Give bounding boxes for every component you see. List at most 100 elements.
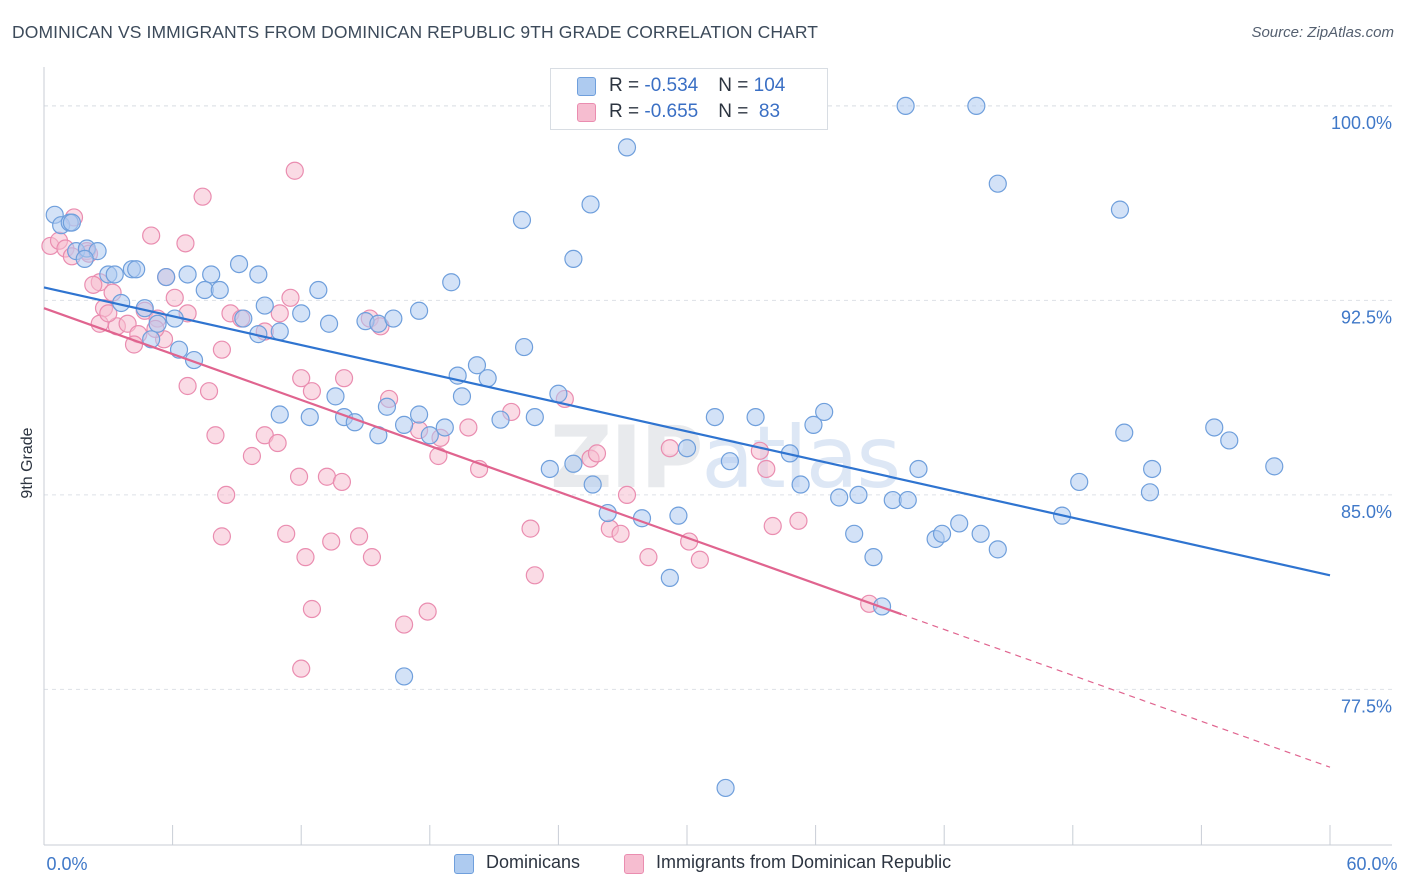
data-point-dominicans (234, 309, 253, 328)
data-point-dominicans (202, 265, 221, 284)
data-point-dominicans (62, 213, 81, 232)
legend-r-label: R = (609, 101, 645, 122)
data-point-immigrants (281, 288, 300, 307)
trend-line-immigrants-extension (901, 613, 1331, 768)
y-tick-label: 92.5% (1341, 307, 1392, 327)
data-point-dominicans (394, 415, 414, 434)
x-tick-label: 0.0% (46, 854, 87, 874)
data-point-dominicans (157, 267, 176, 287)
data-point-dominicans (377, 397, 397, 416)
data-point-dominicans (1205, 418, 1224, 437)
data-point-dominicans (705, 408, 724, 427)
data-point-dominicans (478, 369, 497, 388)
data-point-immigrants (660, 439, 679, 458)
data-point-dominicans (525, 408, 544, 427)
data-point-dominicans (720, 452, 739, 471)
data-point-dominicans (515, 337, 534, 357)
data-point-dominicans (849, 485, 868, 504)
data-point-dominicans (420, 426, 439, 445)
trend-lines (43, 286, 1331, 768)
data-point-immigrants (285, 161, 304, 180)
data-point-dominicans (716, 778, 735, 798)
data-point-immigrants (277, 524, 296, 543)
data-point-dominicans (950, 514, 969, 533)
legend-swatch-dominicans (577, 77, 596, 96)
data-point-immigrants (418, 602, 437, 621)
data-point-dominicans (1070, 472, 1089, 492)
data-point-dominicans (229, 254, 249, 274)
data-point-dominicans (210, 280, 229, 300)
legend-label-immigrants: Immigrants from Dominican Republic (656, 852, 952, 872)
data-point-dominicans (270, 405, 289, 424)
data-point-dominicans (1220, 431, 1239, 450)
data-point-immigrants (322, 532, 341, 551)
data-point-dominicans (804, 415, 823, 434)
data-point-immigrants (142, 226, 161, 245)
data-point-immigrants (199, 382, 219, 401)
legend-r-label: R = (609, 75, 645, 96)
axes (43, 67, 1392, 846)
data-point-immigrants (757, 459, 776, 479)
data-point-dominicans (409, 301, 429, 320)
data-point-dominicans (1115, 423, 1134, 442)
data-point-immigrants (176, 234, 195, 253)
legend-label-dominicans: Dominicans (486, 852, 581, 872)
data-point-dominicans (178, 265, 197, 284)
data-point-dominicans (512, 210, 532, 230)
data-point-dominicans (988, 174, 1007, 193)
data-point-dominicans (617, 138, 637, 157)
y-axis-label: 9th Grade (19, 427, 36, 498)
data-point-dominicans (384, 309, 403, 328)
data-point-dominicans (394, 667, 414, 686)
data-point-immigrants (296, 548, 315, 567)
data-point-immigrants (165, 288, 184, 307)
data-point-dominicans (105, 265, 124, 284)
data-point-dominicans (677, 439, 697, 458)
data-point-immigrants (362, 548, 382, 567)
data-point-dominicans (270, 322, 289, 341)
tick-labels: 77.5% 85.0% 92.5% 100.0% 0.0% 60.0% (46, 113, 1397, 874)
data-point-dominicans (148, 314, 167, 333)
data-point-dominicans (452, 387, 472, 406)
data-point-immigrants (212, 527, 231, 546)
data-point-dominicans (127, 260, 146, 279)
x-tick-label: 60.0% (1346, 854, 1397, 874)
y-tick-label: 85.0% (1341, 502, 1392, 522)
data-point-dominicans (467, 356, 487, 375)
data-point-dominicans (442, 273, 461, 292)
chart-title: DOMINICAN VS IMMIGRANTS FROM DOMINICAN R… (12, 22, 819, 42)
data-point-dominicans (669, 506, 688, 525)
data-point-immigrants (292, 659, 311, 678)
data-point-dominicans (292, 304, 311, 323)
data-point-dominicans (1110, 200, 1130, 219)
data-point-dominicans (967, 96, 986, 116)
data-point-dominicans (255, 296, 274, 315)
y-tick-label: 100.0% (1331, 113, 1392, 133)
data-point-dominicans (491, 410, 510, 429)
grid-lines (44, 105, 1392, 690)
data-point-dominicans (791, 475, 810, 494)
data-point-immigrants (84, 275, 103, 294)
stats-legend: R = -0.534 N = 104 R = -0.655 N = 83 (550, 68, 828, 130)
data-point-immigrants (587, 444, 607, 463)
data-point-immigrants (429, 446, 448, 466)
data-point-immigrants (292, 369, 311, 388)
data-point-immigrants (270, 304, 289, 323)
data-point-dominicans (898, 490, 917, 510)
data-point-immigrants (302, 382, 322, 401)
data-point-immigrants (193, 187, 212, 206)
data-point-immigrants (268, 433, 287, 453)
data-point-dominicans (660, 568, 679, 587)
data-point-dominicans (300, 408, 319, 427)
data-point-dominicans (75, 249, 94, 269)
data-point-dominicans (326, 387, 345, 406)
data-point-dominicans (909, 459, 928, 479)
data-point-dominicans (896, 96, 915, 116)
data-point-immigrants (217, 485, 236, 504)
legend-n-label: N = (718, 101, 754, 122)
legend-n-value: 104 (753, 75, 786, 96)
legend-n-label: N = (718, 75, 754, 96)
data-point-dominicans (581, 195, 600, 214)
data-point-immigrants (763, 516, 782, 536)
legend-r-value: -0.655 (644, 101, 699, 122)
